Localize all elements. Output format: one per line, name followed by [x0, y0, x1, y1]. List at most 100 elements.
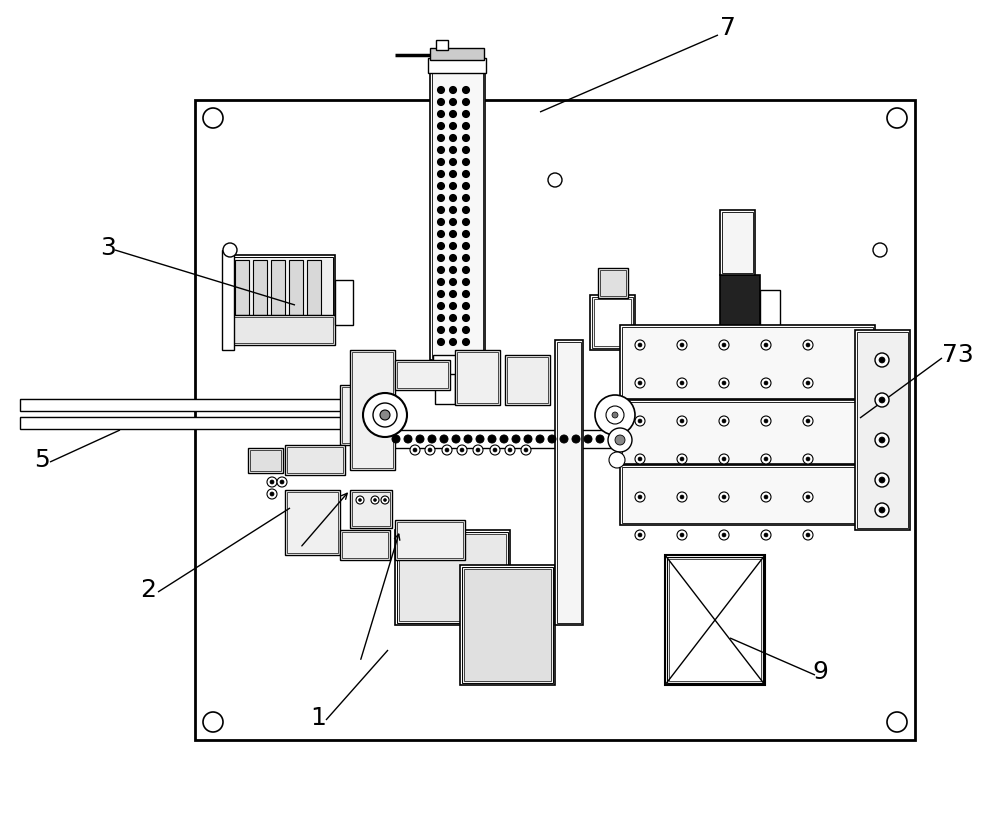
Circle shape	[438, 170, 444, 178]
Circle shape	[267, 477, 277, 487]
Circle shape	[462, 147, 470, 154]
Circle shape	[680, 457, 684, 461]
Bar	[285, 490, 340, 555]
Circle shape	[450, 207, 456, 213]
Circle shape	[677, 378, 687, 388]
Bar	[222, 250, 234, 350]
Bar	[622, 467, 873, 523]
Circle shape	[428, 448, 432, 452]
Bar	[669, 559, 761, 681]
Bar	[665, 555, 765, 685]
Circle shape	[560, 435, 568, 443]
Circle shape	[572, 435, 580, 443]
Bar	[20, 417, 372, 429]
Circle shape	[873, 243, 887, 257]
Circle shape	[803, 378, 813, 388]
Circle shape	[462, 242, 470, 250]
Circle shape	[374, 499, 376, 501]
Circle shape	[460, 448, 464, 452]
Bar	[20, 399, 380, 411]
Circle shape	[635, 454, 645, 464]
Circle shape	[438, 266, 444, 274]
Circle shape	[462, 99, 470, 105]
Bar	[622, 402, 873, 463]
Circle shape	[462, 302, 470, 310]
Bar	[432, 62, 483, 358]
Circle shape	[363, 393, 407, 437]
Circle shape	[764, 419, 768, 423]
Bar	[342, 387, 388, 443]
Circle shape	[635, 530, 645, 540]
Bar	[289, 260, 303, 315]
Circle shape	[584, 435, 592, 443]
Circle shape	[548, 435, 556, 443]
Bar	[620, 400, 875, 465]
Bar	[428, 58, 486, 73]
Circle shape	[450, 339, 456, 345]
Bar	[395, 530, 510, 625]
Circle shape	[764, 495, 768, 499]
Bar	[285, 445, 345, 475]
Circle shape	[438, 183, 444, 189]
Circle shape	[462, 255, 470, 261]
Circle shape	[638, 381, 642, 385]
Circle shape	[438, 339, 444, 345]
Circle shape	[203, 712, 223, 732]
Circle shape	[764, 381, 768, 385]
Bar	[430, 48, 484, 60]
Circle shape	[416, 435, 424, 443]
Circle shape	[761, 454, 771, 464]
Circle shape	[490, 445, 500, 455]
Bar	[232, 317, 333, 343]
Circle shape	[719, 340, 729, 350]
Bar	[590, 295, 635, 350]
Circle shape	[223, 243, 237, 257]
Circle shape	[677, 416, 687, 426]
Circle shape	[450, 279, 456, 286]
Circle shape	[438, 302, 444, 310]
Circle shape	[384, 499, 386, 501]
Bar	[455, 350, 500, 405]
Circle shape	[608, 428, 632, 452]
Circle shape	[450, 242, 456, 250]
Circle shape	[425, 445, 435, 455]
Circle shape	[806, 343, 810, 347]
Circle shape	[440, 435, 448, 443]
Circle shape	[450, 326, 456, 334]
Bar	[600, 270, 626, 296]
Circle shape	[462, 279, 470, 286]
Circle shape	[280, 480, 284, 484]
Circle shape	[879, 357, 885, 363]
Circle shape	[615, 435, 625, 445]
Bar	[720, 210, 755, 275]
Bar	[230, 255, 335, 320]
Circle shape	[677, 340, 687, 350]
Circle shape	[612, 412, 618, 418]
Circle shape	[473, 445, 483, 455]
Circle shape	[450, 86, 456, 94]
Circle shape	[450, 194, 456, 202]
Bar	[397, 522, 463, 558]
Circle shape	[450, 159, 456, 165]
Bar	[457, 352, 498, 403]
Circle shape	[450, 315, 456, 321]
Circle shape	[438, 147, 444, 154]
Circle shape	[438, 194, 444, 202]
Bar	[720, 275, 760, 350]
Text: 73: 73	[942, 343, 974, 367]
Bar	[557, 342, 581, 623]
Circle shape	[722, 533, 726, 537]
Circle shape	[438, 279, 444, 286]
Circle shape	[438, 110, 444, 118]
Circle shape	[521, 445, 531, 455]
Text: 3: 3	[100, 236, 116, 260]
Circle shape	[606, 406, 624, 424]
Circle shape	[806, 495, 810, 499]
Circle shape	[462, 159, 470, 165]
Circle shape	[609, 452, 625, 468]
Bar	[620, 465, 875, 525]
Circle shape	[512, 435, 520, 443]
Circle shape	[413, 448, 417, 452]
Circle shape	[677, 454, 687, 464]
Bar	[507, 357, 548, 403]
